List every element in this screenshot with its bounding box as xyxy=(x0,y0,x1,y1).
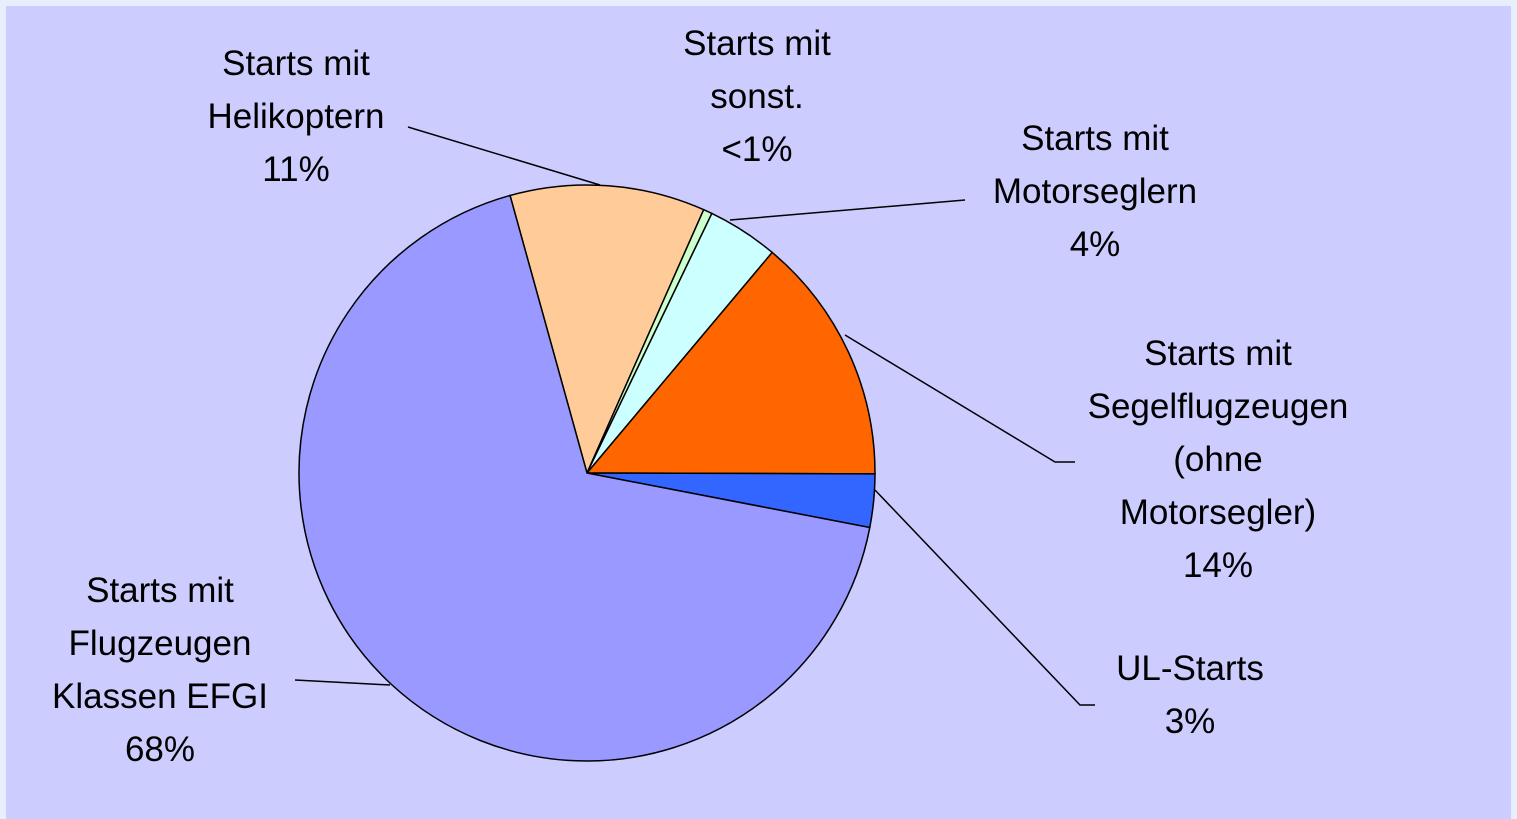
slice-label: Starts mit Flugzeugen Klassen EFGI xyxy=(52,571,268,716)
slice-label: UL-Starts xyxy=(1116,649,1264,688)
value-label: 4% xyxy=(1070,225,1121,264)
leader-line xyxy=(729,199,966,221)
value-label: 68% xyxy=(125,730,195,769)
pie-slice xyxy=(298,194,871,762)
value-label: 11% xyxy=(262,150,329,189)
slice-label: Starts mit sonst. xyxy=(683,24,831,116)
value-label: <1% xyxy=(721,130,792,169)
leader-line xyxy=(844,334,1075,463)
slice-label: Starts mit Segelflugzeugen (ohne Motorsegle… xyxy=(1088,334,1349,532)
value-label: 14% xyxy=(1183,546,1253,585)
value-label: 3% xyxy=(1165,702,1216,741)
leader-line xyxy=(294,679,391,686)
pie-slice xyxy=(585,251,876,475)
slice-label: Starts mit Motorseglern xyxy=(993,119,1197,211)
slice-label: Starts mit Helikoptern xyxy=(207,44,384,136)
leader-line xyxy=(407,126,601,186)
pie-slice xyxy=(509,184,705,476)
leader-line xyxy=(874,489,1095,706)
